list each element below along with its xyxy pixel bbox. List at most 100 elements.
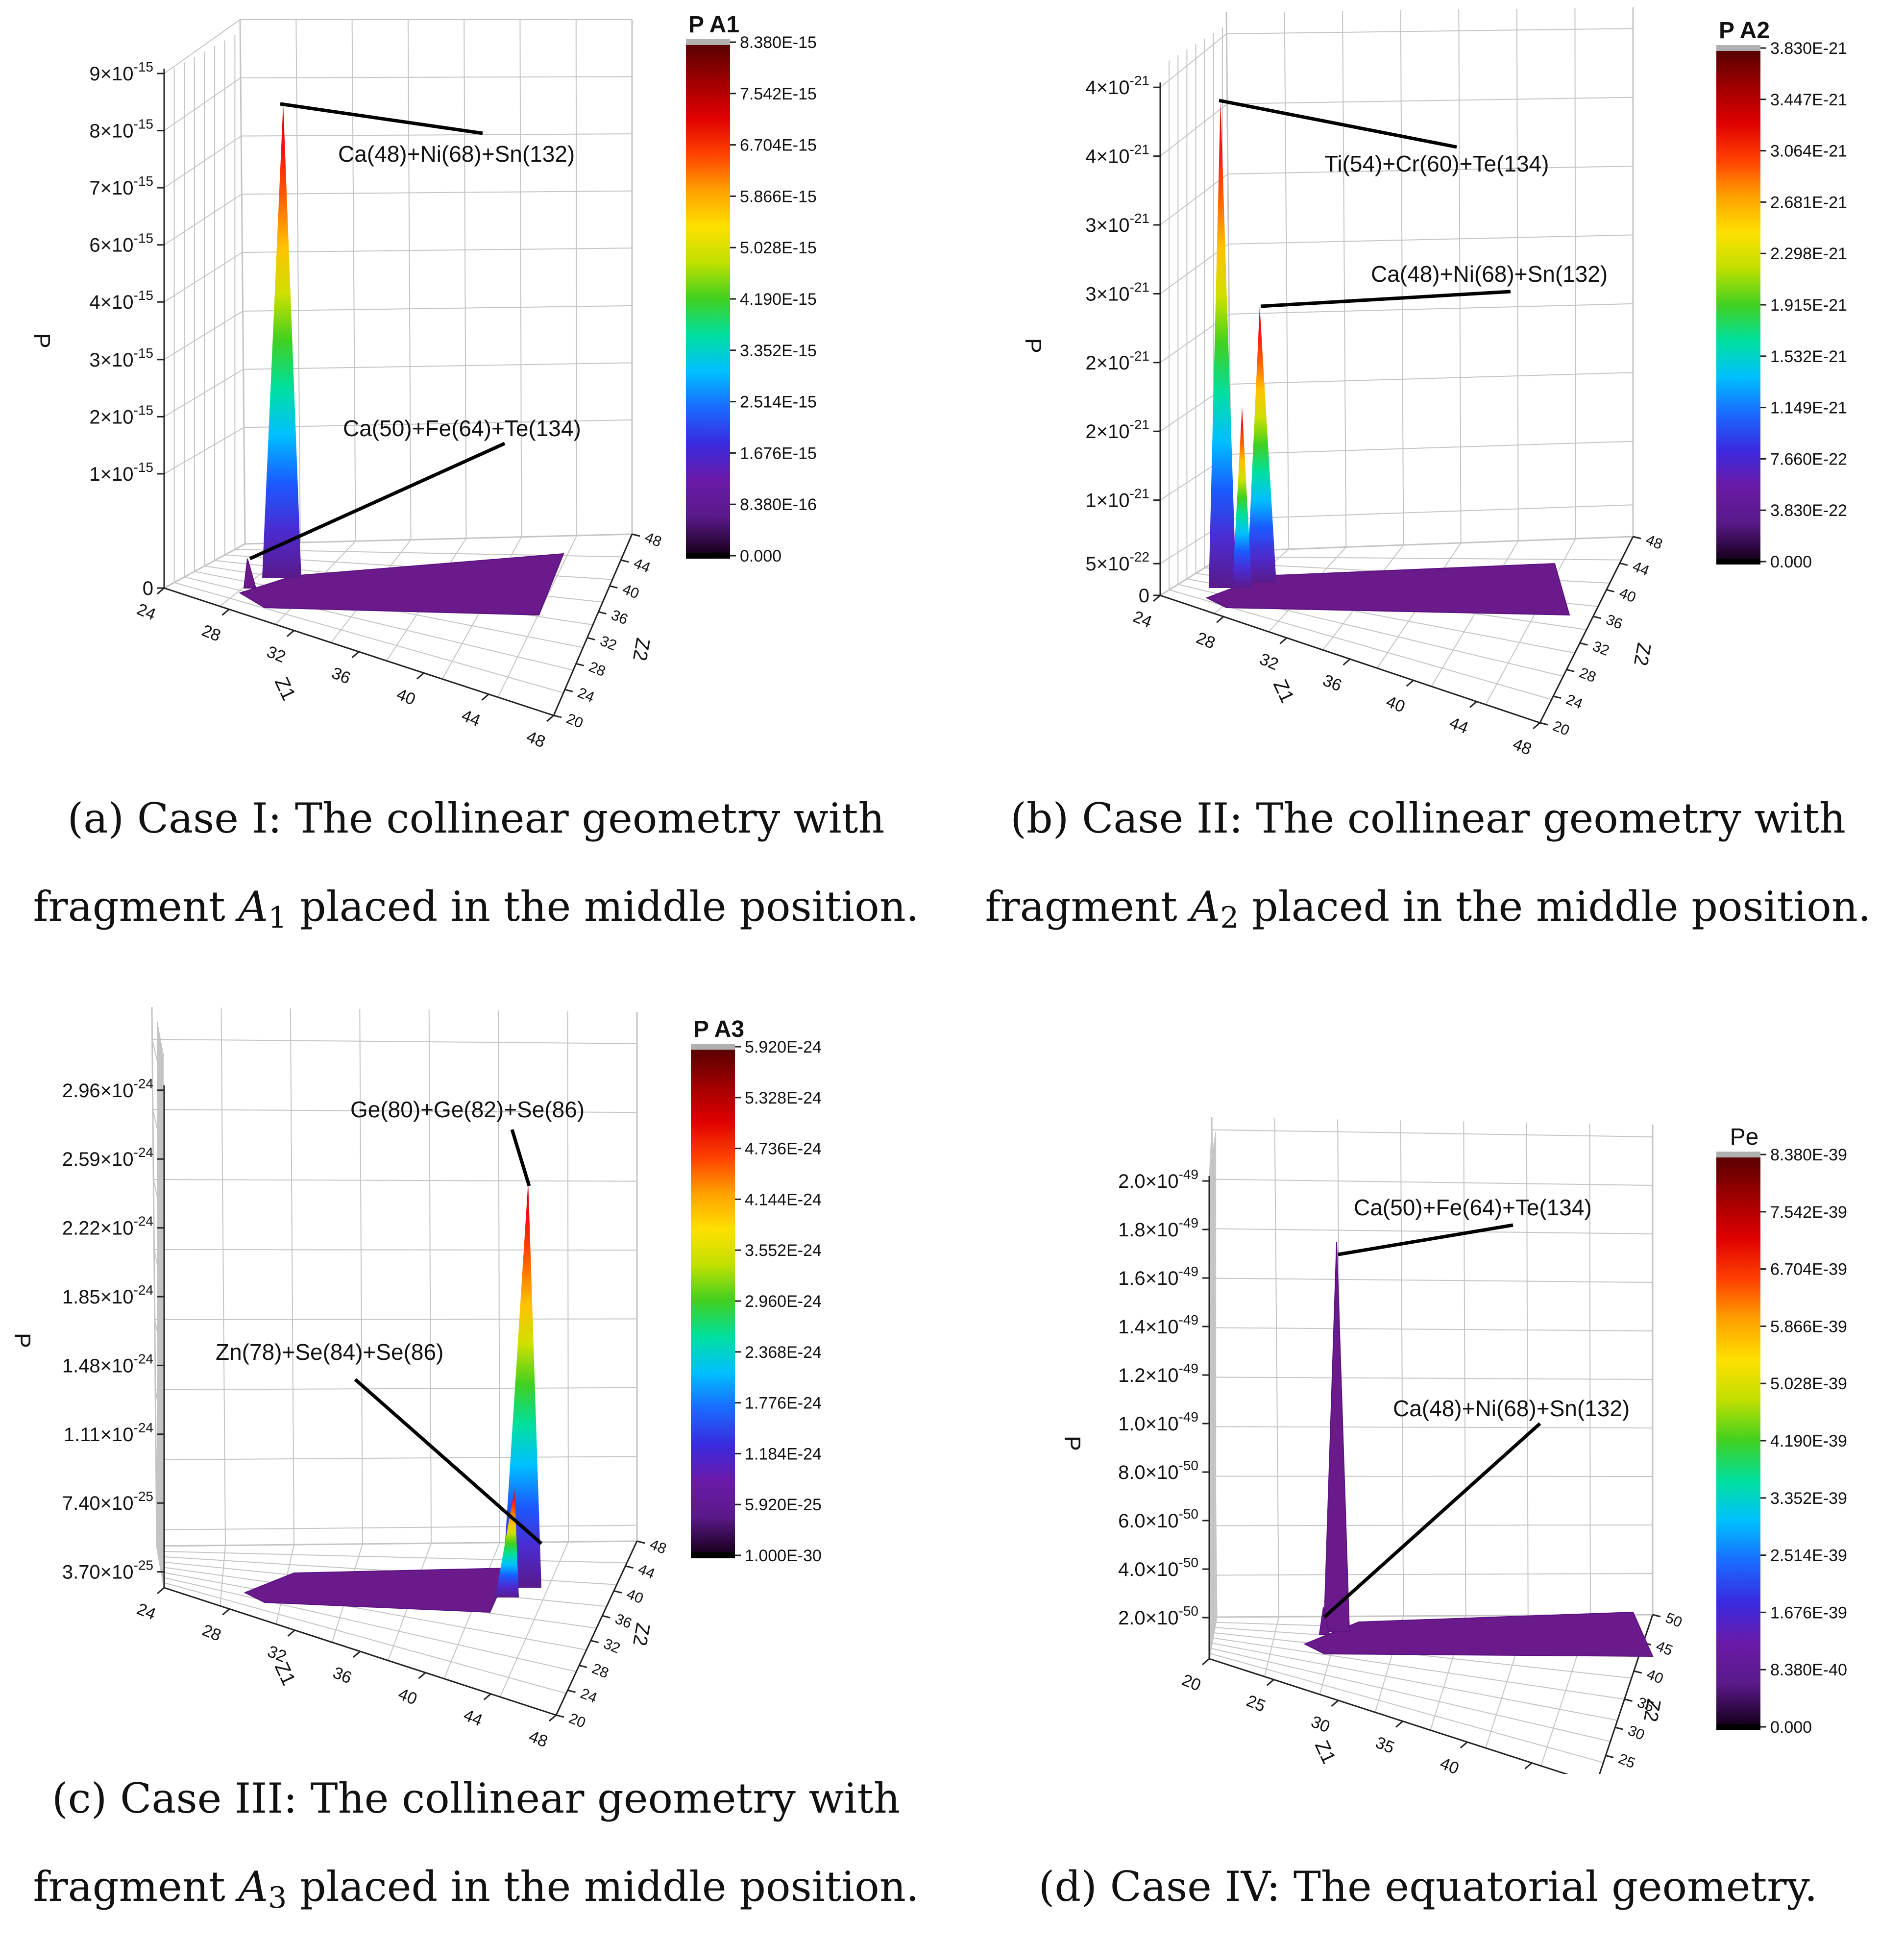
grid-line [1516,8,1519,541]
colorbar-tick-label: 2.960E-24 [745,1292,822,1311]
z-tick-label: 7.40×10-25 [62,1489,153,1514]
caption-b-line2: fragment A2 placed in the middle positio… [985,883,1871,935]
z-tick-label: 1.8×10-49 [1118,1215,1198,1241]
grid-line [1284,11,1290,549]
x-axis [1209,1658,1568,1774]
caption-c: (c) Case III: The collinear geometry wit… [0,1754,952,1942]
chart-panel-c: 2.96×10-24 2.59×10-24 2.22×10-24 1.85×10-24… [0,980,952,1774]
colorbar-tick-label: 7.542E-39 [1770,1203,1847,1222]
grid-line [174,582,564,693]
colorbar-tick-label: 5.866E-15 [740,187,817,206]
colorbar-tick-label: 0.000 [740,547,781,565]
colorbar-floor [686,553,730,559]
y-axis [555,1541,638,1716]
colorbar-tick-label: 1.000E-30 [745,1547,822,1565]
grid-line [161,1572,587,1650]
y-tick-label: 36 [613,1611,634,1632]
grid-line [1229,303,1634,315]
grid-line [164,427,244,474]
y-tick-label: 40 [1617,585,1638,606]
caption-a: (a) Case I: The collinear geometry with … [0,774,952,962]
grid-line [1342,11,1347,547]
grid-line [1214,1327,1653,1331]
colorbar-tick-label: 3.447E-21 [1770,91,1847,109]
y-axis [1539,536,1634,723]
x-axis-label: Z1 [270,674,300,704]
annotation-label-2: Zn(78)+Se(84)+Se(86) [216,1339,443,1365]
grid-line [1213,1228,1653,1234]
grid-line [1227,97,1634,104]
annotation-line-1 [510,1129,531,1187]
caption-b: (b) Case II: The collinear geometry with… [952,774,1904,962]
grid-line [1212,1643,1618,1721]
grid-line [1400,1120,1404,1616]
x-tick [483,1693,491,1700]
caption-d: (d) Case IV: The equatorial geometry. [952,1843,1904,1931]
annotation-label-2: Ca(50)+Fe(64)+Te(134) [343,416,581,441]
grid-line [1211,1647,1611,1742]
z-tick-label: 1.2×10-49 [1118,1361,1198,1386]
y-tick [590,1640,599,1644]
x-tick-label: 36 [1320,671,1344,695]
z-tick-label: 2.22×10-24 [62,1214,153,1239]
grid-line [1230,441,1634,455]
x-tick [1533,722,1540,730]
y-tick-label: 48 [1643,532,1664,553]
grid-line [1227,166,1634,174]
grid-line [1215,1426,1653,1428]
z-axis-label: P [1021,338,1046,353]
grid-line [1589,1123,1591,1615]
y-axis-label: Z2 [629,636,654,663]
grid-line [164,19,241,74]
y-tick [553,714,562,718]
y-tick-label: 50 [1663,1610,1684,1631]
z-tick-label: 1.11×10-24 [64,1420,153,1446]
grid-line [1228,234,1634,245]
grid-line [243,362,633,370]
x-tick-label: 25 [1244,1692,1268,1716]
y-tick [576,663,585,666]
x-tick-label: 28 [199,621,223,645]
colorbar-tick-label: 8.380E-15 [740,33,817,52]
caption-a-line1: (a) Case I: The collinear geometry with [67,794,885,842]
colorbar-floor [1716,1724,1760,1730]
surface-plot-b: 4×10-21 4×10-21 3×10-21 3×10-21 2×10-21 2×10-… [1021,7,1847,759]
peak-ti54-cr60-te134 [1209,100,1236,588]
colorbar-cap [691,1044,735,1050]
y-tick-label: 20 [1550,718,1571,739]
grid-line [1213,1637,1625,1700]
x-tick [416,672,424,680]
z-tick-label: 2.96×10-24 [62,1076,153,1102]
x-axis-label: Z1 [1269,676,1298,706]
grid-line [1458,9,1462,543]
grid-line [164,543,245,589]
annotation-line-1 [1338,1223,1513,1256]
colorbar-tick-label: 1.776E-24 [745,1394,822,1413]
z-tick-label: 9×10-15 [89,59,153,85]
grid-line [1213,1278,1653,1283]
grid-line [428,1009,432,1544]
annotation-label-1: Ti(54)+Cr(60)+Te(134) [1324,151,1549,176]
y-tick-label: 24 [1564,691,1585,713]
colorbar-tick-label: 4.190E-15 [740,290,817,309]
y-tick [1634,1670,1642,1674]
grid-line [220,1008,226,1546]
grid-line [1274,1118,1280,1617]
y-tick [1619,562,1628,566]
x-tick-label: 24 [1130,607,1154,631]
x-tick-label: 48 [1510,735,1534,759]
x-tick-label: 48 [526,1727,550,1751]
y-tick [625,1565,634,1569]
colorbar-tick-label: 3.352E-39 [1770,1489,1847,1508]
annotation-line-1 [280,102,483,135]
y-tick-label: 44 [1630,558,1651,579]
annotation-line-1 [1219,98,1457,149]
colorbar-tick-label: 7.660E-22 [1770,450,1847,468]
y-axis-label: Z2 [1630,641,1655,667]
surface-plot-a: 9×10-15 8×10-15 7×10-15 6×10-15 4×10-15 3×10-… [29,12,817,752]
x-tick-label: 48 [524,727,548,751]
z-tick-label: 3×10-21 [1085,211,1149,236]
colorbar-tick-label: 4.190E-39 [1770,1432,1847,1450]
grid-line [242,190,633,195]
peak-ca48-ni68-sn132 [1318,1607,1330,1635]
